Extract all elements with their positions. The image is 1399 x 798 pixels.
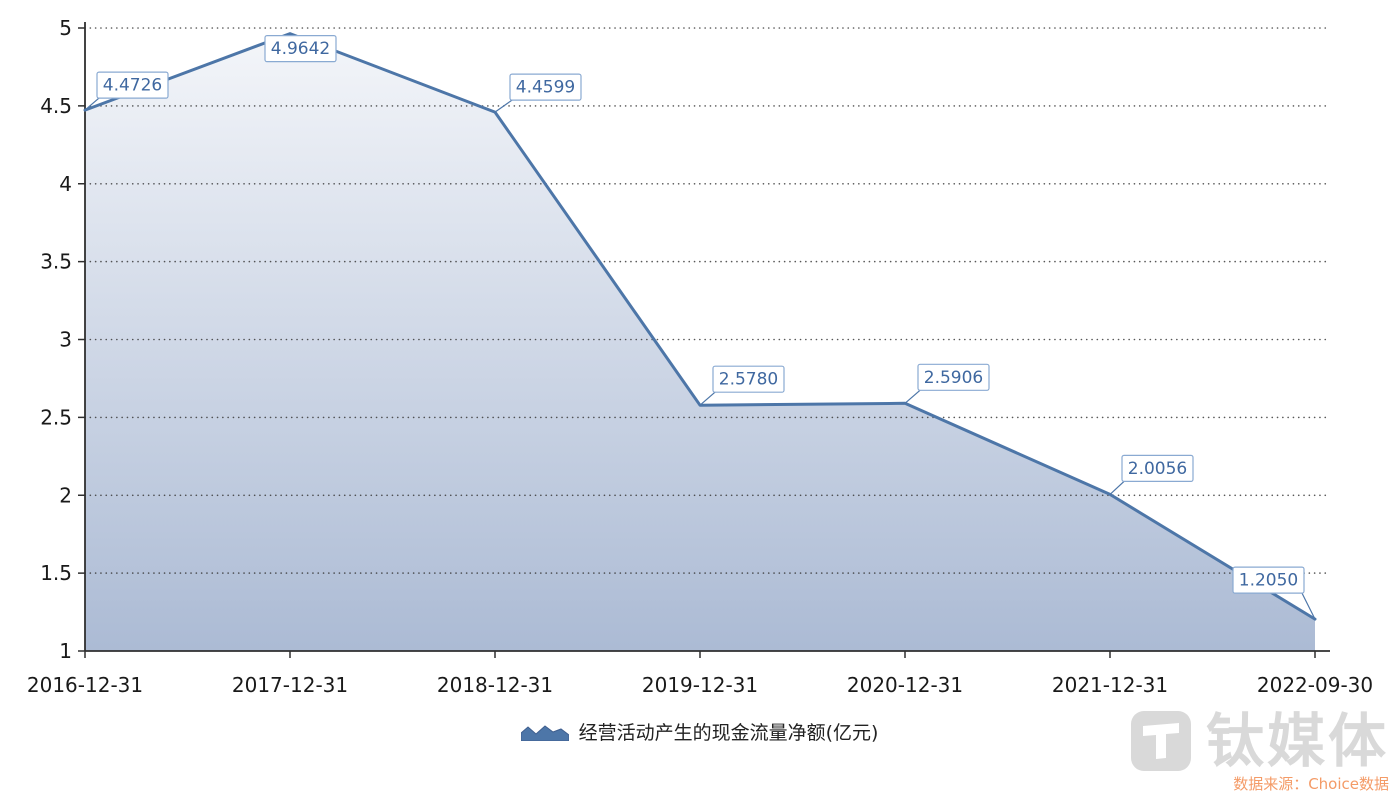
- data-point-label-box: [917, 363, 990, 391]
- data-point-label: 2.5780: [719, 370, 778, 390]
- tmtpost-logo-icon: [1130, 711, 1191, 771]
- data-point-label-box: [509, 73, 582, 101]
- data-point-label-box: [264, 34, 337, 63]
- data-point-label: 4.9642: [271, 39, 330, 59]
- legend-label: 经营活动产生的现金流量净额(亿元): [578, 722, 879, 744]
- x-axis-tick-label: 2022-09-30: [1257, 673, 1373, 697]
- x-axis-tick-label: 2020-12-31: [847, 673, 963, 697]
- data-point-label: 4.4726: [103, 76, 162, 96]
- x-axis-tick-label: 2021-12-31: [1052, 673, 1168, 697]
- x-axis-tick-label: 2018-12-31: [437, 673, 553, 697]
- data-point-label-box: [712, 365, 785, 393]
- data-point-label: 4.4599: [516, 78, 575, 98]
- label-leader-line: [1301, 592, 1316, 620]
- data-point-label-box: [96, 71, 169, 99]
- y-axis-tick-label: 1: [59, 639, 72, 663]
- x-axis-tick-label: 2016-12-31: [27, 673, 143, 697]
- y-axis-tick-label: 5: [59, 16, 72, 40]
- data-source: 数据来源：Choice数据: [1233, 775, 1389, 793]
- data-point-label-box: [1121, 454, 1194, 482]
- label-leader-line: [84, 97, 100, 111]
- brand-name: 钛媒体: [1205, 707, 1389, 775]
- data-point-label-box: [1232, 566, 1305, 594]
- y-axis-tick-label: 3: [59, 328, 72, 352]
- data-point-label: 1.2050: [1239, 571, 1298, 591]
- x-axis-tick-label: 2017-12-31: [232, 673, 348, 697]
- watermark: 钛媒体: [1130, 710, 1389, 772]
- y-axis-tick-label: 3.5: [40, 250, 72, 274]
- cashflow-line-chart: 1 1.5 2 2.5 3 3.5 4 4.5 5 2016-12-31 2017-12-31 201…: [27, 16, 1373, 697]
- x-axis-tick-label: 2019-12-31: [642, 673, 758, 697]
- y-axis-tick-label: 4.5: [40, 94, 72, 118]
- label-leader-line: [904, 389, 921, 404]
- y-axis-tick-label: 2.5: [40, 405, 72, 429]
- label-leader-line: [699, 391, 716, 406]
- area-series-icon: [520, 724, 569, 741]
- label-leader-line: [1109, 480, 1125, 495]
- y-axis-tick-label: 1.5: [40, 561, 72, 585]
- data-point-label: 2.5906: [924, 368, 983, 388]
- area-fill: [85, 33, 1315, 652]
- legend: 经营活动产生的现金流量净额(亿元): [0, 718, 1399, 745]
- y-axis-tick-label: 4: [59, 172, 72, 196]
- label-leader-line: [494, 99, 513, 113]
- data-point-label: 2.0056: [1128, 459, 1187, 479]
- y-axis-tick-label: 2: [59, 483, 72, 507]
